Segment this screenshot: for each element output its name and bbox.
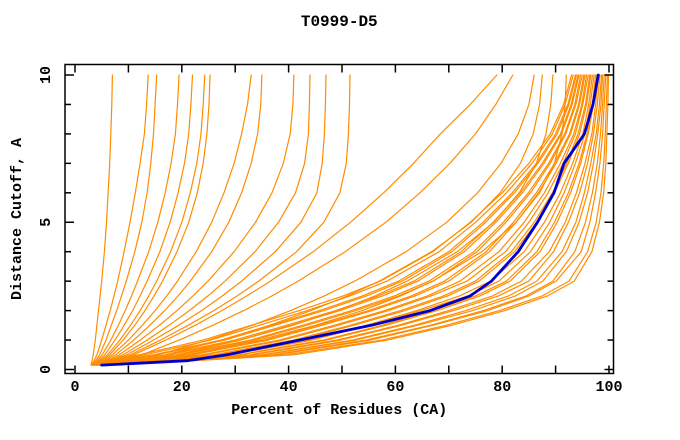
- y-tick-label: 0: [38, 365, 55, 374]
- prediction-curve: [98, 74, 592, 366]
- prediction-curve: [119, 74, 567, 366]
- prediction-curve: [102, 74, 351, 366]
- prediction-curve: [90, 74, 574, 366]
- prediction-curve: [93, 74, 194, 366]
- x-tick-label: 0: [70, 379, 79, 396]
- prediction-curve: [95, 74, 211, 366]
- prediction-curve: [104, 74, 605, 366]
- prediction-curve: [106, 74, 498, 366]
- plot-frame: [64, 63, 615, 375]
- prediction-curve: [95, 74, 585, 366]
- prediction-curve: [106, 74, 610, 366]
- prediction-curve: [92, 74, 578, 366]
- prediction-curve: [90, 74, 573, 366]
- prediction-curve: [98, 74, 591, 366]
- prediction-curve: [90, 74, 149, 366]
- chart-title: T0999-D5: [301, 13, 378, 31]
- prediction-curve: [94, 74, 582, 366]
- prediction-curve: [93, 74, 580, 366]
- prediction-curve: [90, 74, 114, 366]
- x-tick-label: 60: [386, 379, 404, 396]
- prediction-curve: [96, 74, 252, 366]
- prediction-curve: [97, 74, 263, 366]
- prediction-curve: [98, 74, 295, 366]
- x-tick-label: 40: [280, 379, 298, 396]
- prediction-curve: [96, 74, 588, 366]
- prediction-curve: [95, 74, 583, 366]
- prediction-curve: [97, 74, 589, 366]
- x-axis-label: Percent of Residues (CA): [231, 402, 447, 419]
- prediction-curve: [91, 74, 158, 366]
- prediction-curve: [101, 74, 599, 366]
- prediction-curve: [109, 74, 514, 366]
- prediction-curve: [96, 74, 586, 366]
- x-tick-label: 100: [595, 379, 622, 396]
- y-tick-label: 10: [38, 66, 55, 84]
- y-tick-label: 5: [38, 218, 55, 227]
- prediction-curve: [105, 74, 609, 366]
- prediction-curve: [100, 74, 597, 366]
- prediction-curve: [105, 74, 607, 366]
- prediction-curve: [94, 74, 206, 366]
- prediction-curve: [93, 74, 180, 366]
- x-tick-label: 20: [173, 379, 191, 396]
- prediction-curve: [111, 74, 535, 366]
- prediction-curve: [103, 74, 603, 366]
- prediction-curve: [91, 74, 577, 366]
- prediction-curve: [101, 74, 327, 366]
- y-axis-label: Distance Cutoff, A: [9, 138, 26, 300]
- highlighted-curve: [100, 73, 600, 367]
- prediction-curve: [93, 74, 579, 366]
- prediction-curve: [99, 74, 311, 366]
- x-tick-label: 80: [493, 379, 511, 396]
- curves-group: [90, 73, 610, 367]
